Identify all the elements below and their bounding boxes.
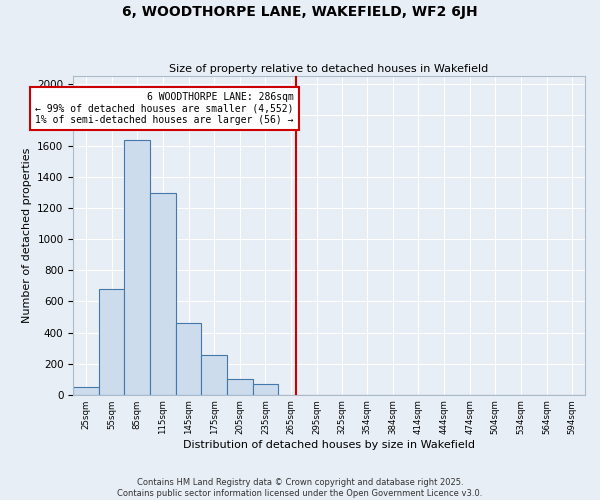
Text: Contains HM Land Registry data © Crown copyright and database right 2025.
Contai: Contains HM Land Registry data © Crown c…	[118, 478, 482, 498]
Bar	[73, 387, 99, 394]
Bar	[176, 323, 202, 394]
Bar	[150, 192, 176, 394]
Bar	[124, 140, 150, 394]
Bar	[227, 379, 253, 394]
Bar	[99, 289, 124, 395]
Bar	[253, 384, 278, 394]
X-axis label: Distribution of detached houses by size in Wakefield: Distribution of detached houses by size …	[183, 440, 475, 450]
Text: 6, WOODTHORPE LANE, WAKEFIELD, WF2 6JH: 6, WOODTHORPE LANE, WAKEFIELD, WF2 6JH	[122, 5, 478, 19]
Title: Size of property relative to detached houses in Wakefield: Size of property relative to detached ho…	[169, 64, 489, 74]
Text: 6 WOODTHORPE LANE: 286sqm
← 99% of detached houses are smaller (4,552)
1% of sem: 6 WOODTHORPE LANE: 286sqm ← 99% of detac…	[35, 92, 293, 125]
Bar	[202, 355, 227, 395]
Y-axis label: Number of detached properties: Number of detached properties	[22, 148, 32, 323]
